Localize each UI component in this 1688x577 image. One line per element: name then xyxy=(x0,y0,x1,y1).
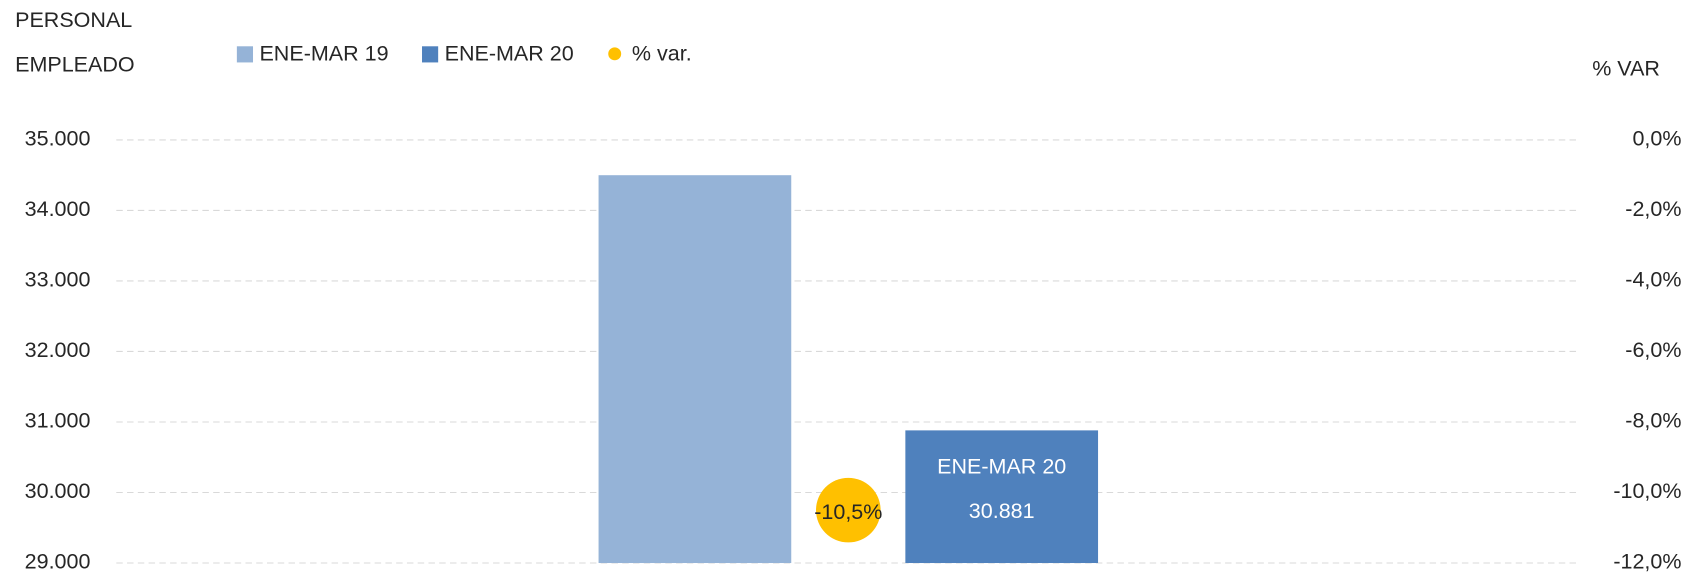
y-tick-label: 34.000 xyxy=(25,197,91,221)
data-label: -10,5% xyxy=(814,500,882,524)
legend-label: ENE-MAR 20 xyxy=(445,42,574,66)
y-axis-title: PERSONAL xyxy=(15,8,132,32)
bar xyxy=(598,175,792,564)
legend-marker xyxy=(236,46,254,63)
legend-marker xyxy=(608,47,622,61)
y-tick-label: 33.000 xyxy=(25,268,91,292)
y2-tick-label: 0,0% xyxy=(1632,127,1681,151)
y2-tick-label: -6,0% xyxy=(1625,338,1681,362)
y-tick-label: 35.000 xyxy=(25,127,91,151)
legend-label: ENE-MAR 19 xyxy=(259,42,388,66)
y2-tick-label: -12,0% xyxy=(1613,550,1681,574)
legend-label: % var. xyxy=(632,42,692,66)
bar xyxy=(905,430,1099,564)
y2-tick-label: -10,0% xyxy=(1613,479,1681,503)
y2-tick-label: -4,0% xyxy=(1625,268,1681,292)
y-tick-label: 31.000 xyxy=(25,409,91,433)
legend-marker xyxy=(422,46,439,63)
y-tick-label: 32.000 xyxy=(25,338,91,362)
y-axis-title: EMPLEADO xyxy=(15,52,135,76)
y-tick-label: 30.000 xyxy=(25,479,91,503)
bar-series-label: ENE-MAR 20 xyxy=(937,455,1066,479)
point xyxy=(816,477,881,543)
y-tick-label: 29.000 xyxy=(25,550,91,574)
data-label: 30.881 xyxy=(969,499,1035,523)
y2-tick-label: -2,0% xyxy=(1625,197,1681,221)
y2-axis-title: % VAR xyxy=(1592,57,1660,81)
y2-tick-label: -8,0% xyxy=(1625,409,1681,433)
